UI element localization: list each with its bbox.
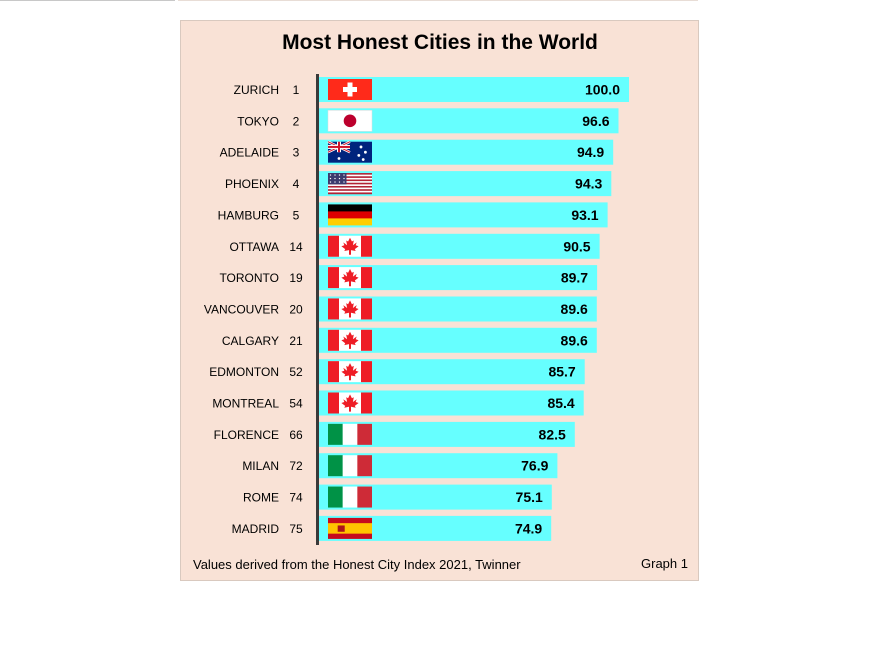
italy-flag-icon [328, 486, 372, 508]
category-label: OTTAWA [229, 240, 279, 254]
value-label: 94.3 [575, 176, 602, 192]
chart-panel: Most Honest Cities in the World ZURICH 1 1… [180, 20, 699, 581]
rank-label: 5 [293, 208, 300, 222]
rank-label: 52 [289, 365, 303, 379]
chart-svg: Most Honest Cities in the World ZURICH 1 1… [193, 31, 688, 572]
category-label: MILAN [242, 459, 279, 473]
graph-label: Graph 1 [641, 556, 688, 571]
germany-flag-icon [328, 204, 372, 226]
chart-rows: ZURICH 1 100.0 TOKYO 2 96.6 ADELAIDE 3 94.9 PHOEN… [204, 77, 629, 541]
category-label: PHOENIX [225, 177, 279, 191]
italy-flag-icon [328, 455, 372, 477]
value-label: 85.4 [547, 395, 574, 411]
category-label: VANCOUVER [204, 303, 279, 317]
value-label: 89.6 [561, 301, 588, 317]
category-label: EDMONTON [209, 365, 279, 379]
value-label: 90.5 [563, 238, 590, 254]
rank-label: 54 [289, 397, 303, 411]
canada-flag-icon [328, 392, 372, 414]
chart-title: Most Honest Cities in the World [282, 31, 598, 54]
rank-label: 1 [293, 83, 300, 97]
rank-label: 72 [289, 459, 303, 473]
rank-label: 14 [289, 240, 303, 254]
category-label: MONTREAL [212, 397, 279, 411]
rank-label: 74 [289, 491, 303, 505]
canada-flag-icon [328, 298, 372, 320]
value-label: 94.9 [577, 144, 604, 160]
canada-flag-icon [328, 267, 372, 289]
switzerland-flag-icon [328, 79, 372, 100]
value-label: 96.6 [582, 113, 609, 129]
value-label: 93.1 [571, 207, 598, 223]
category-label: ROME [243, 491, 279, 505]
spain-flag-icon [328, 517, 372, 539]
italy-flag-icon [328, 423, 372, 445]
value-label: 89.7 [561, 270, 588, 286]
usa-flag-icon [328, 173, 372, 195]
value-label: 74.9 [515, 520, 542, 536]
rank-label: 2 [293, 114, 300, 128]
category-label: HAMBURG [218, 208, 279, 222]
top-rule-right [178, 0, 698, 1]
rank-label: 4 [293, 177, 300, 191]
category-label: CALGARY [222, 334, 279, 348]
canada-flag-icon [328, 329, 372, 351]
value-label: 85.7 [548, 364, 575, 380]
rank-label: 66 [289, 428, 303, 442]
canada-flag-icon [328, 235, 372, 257]
category-label: FLORENCE [214, 428, 279, 442]
rank-label: 20 [289, 303, 303, 317]
rank-label: 19 [289, 271, 303, 285]
japan-flag-icon [327, 110, 373, 132]
category-label: ZURICH [234, 83, 279, 97]
category-label: ADELAIDE [220, 146, 279, 160]
rank-label: 75 [289, 522, 303, 536]
rank-label: 3 [293, 146, 300, 160]
rank-label: 21 [289, 334, 303, 348]
value-label: 82.5 [539, 426, 566, 442]
category-label: TORONTO [219, 271, 279, 285]
canada-flag-icon [328, 361, 372, 383]
value-label: 75.1 [516, 489, 543, 505]
value-label: 100.0 [585, 82, 620, 98]
top-rule-left [0, 0, 175, 1]
category-label: TOKYO [237, 114, 279, 128]
value-label: 89.6 [561, 332, 588, 348]
category-label: MADRID [232, 522, 280, 536]
australia-flag-icon [327, 140, 372, 163]
chart-footnote: Values derived from the Honest City Inde… [193, 557, 521, 572]
value-label: 76.9 [521, 458, 548, 474]
